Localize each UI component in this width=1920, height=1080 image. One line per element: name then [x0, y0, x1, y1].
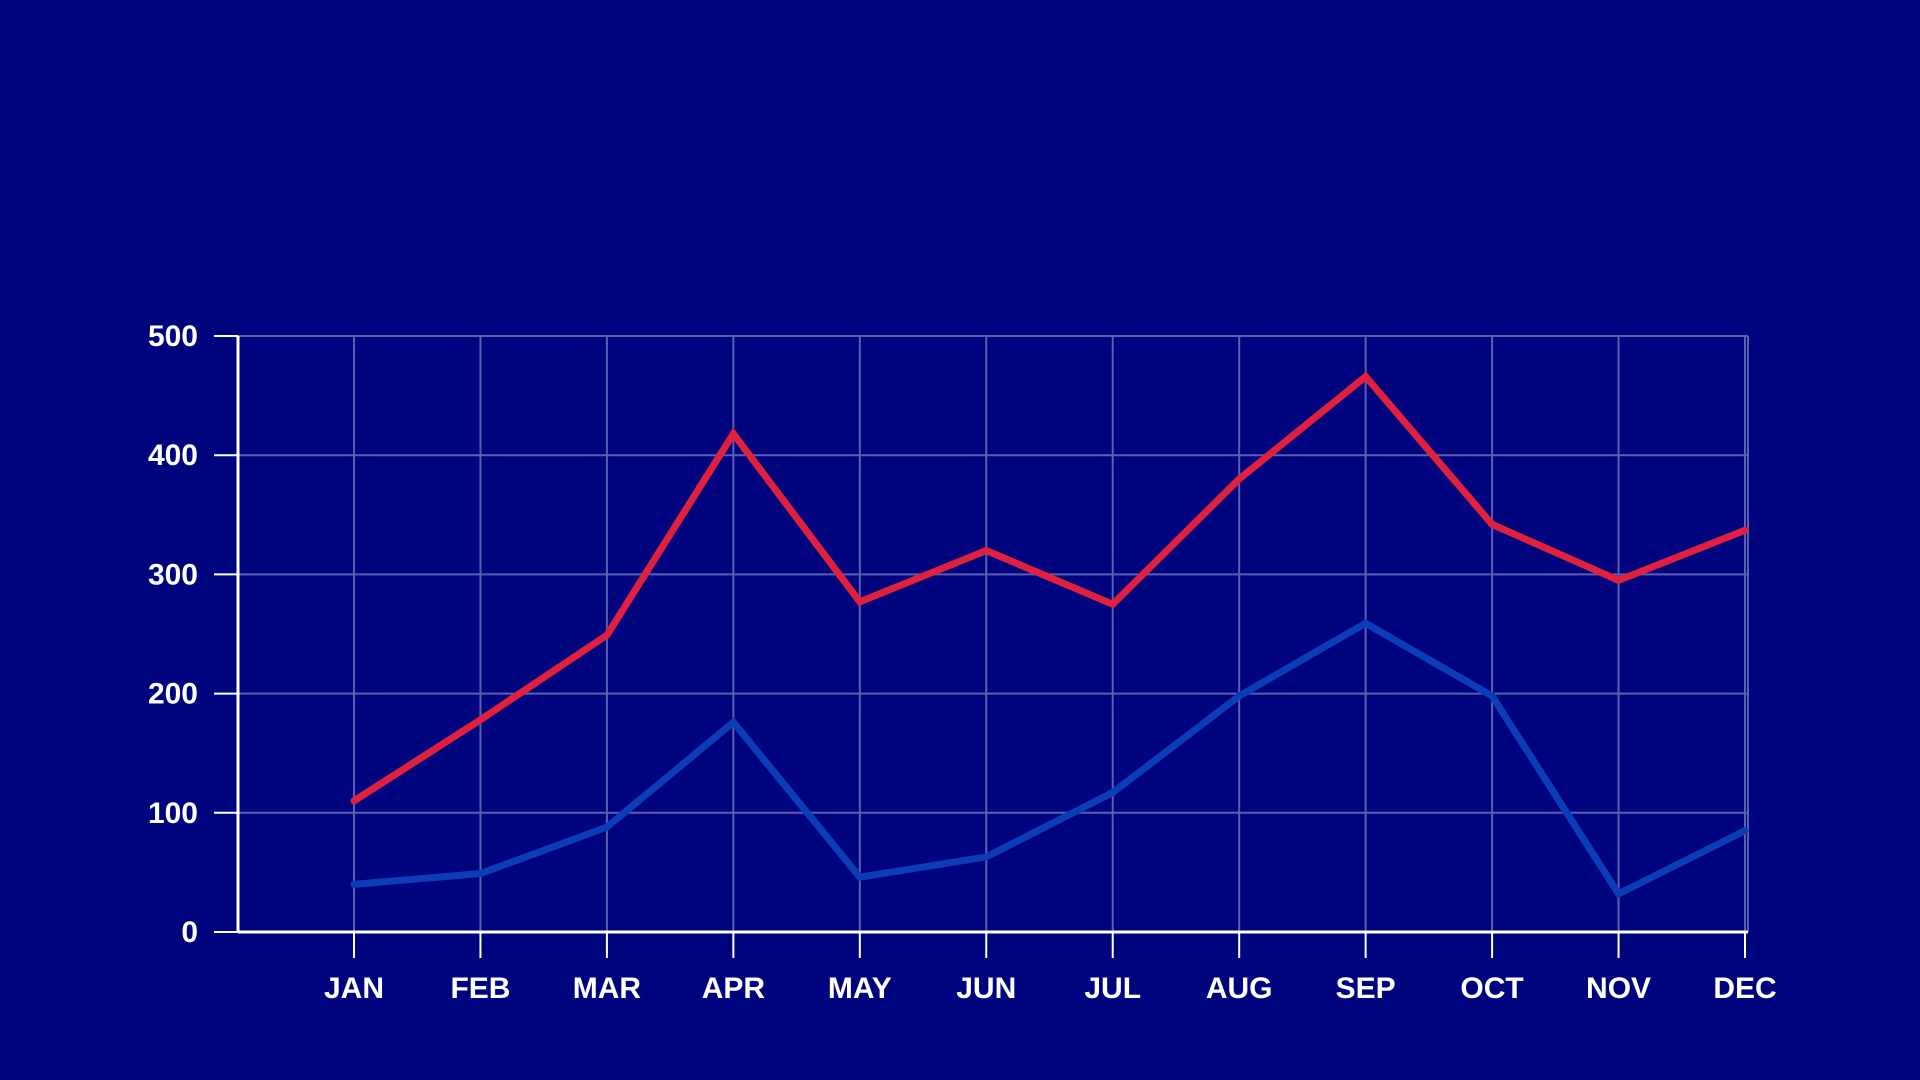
series-1-point — [476, 716, 484, 724]
grid-lines — [238, 335, 1749, 932]
series-1-point — [1741, 526, 1749, 534]
x-tick-label-jun: JUN — [956, 972, 1016, 1005]
x-tick-label-mar: MAR — [573, 972, 642, 1005]
y-tick-label: 0 — [181, 916, 198, 949]
x-tick-label-apr: APR — [702, 972, 766, 1005]
series-1-point — [603, 631, 611, 639]
y-tick-labels: 0 100 200 300 400 500 — [148, 320, 198, 949]
x-tick-label-oct: OCT — [1460, 972, 1523, 1005]
y-tick-label: 300 — [148, 558, 198, 591]
series-1-point — [1109, 600, 1117, 608]
y-tick-label: 200 — [148, 678, 198, 711]
series-1-point — [1362, 373, 1370, 381]
x-tick-label-nov: NOV — [1586, 972, 1651, 1005]
series-2-point — [1488, 692, 1496, 700]
series-line-1 — [350, 371, 1749, 805]
y-tick-label: 400 — [148, 439, 198, 472]
series-2-point — [856, 873, 864, 881]
series-2-point — [603, 823, 611, 831]
series-1-point — [982, 547, 990, 555]
series-1-point — [350, 797, 358, 805]
x-tick-label-may: MAY — [828, 972, 892, 1005]
series-2-point — [1362, 619, 1370, 627]
series-1-point — [856, 598, 864, 606]
x-tick-label-feb: FEB — [450, 972, 510, 1005]
x-tick-label-jan: JAN — [324, 972, 384, 1005]
series-1-point — [1615, 576, 1623, 584]
series-1-point — [729, 430, 737, 438]
x-tick-label-dec: DEC — [1713, 972, 1776, 1005]
series-2-point — [1235, 692, 1243, 700]
series-2-point — [1615, 890, 1623, 898]
series-2-point — [1741, 827, 1749, 835]
series-2-point — [350, 880, 358, 888]
y-tick-label: 100 — [148, 797, 198, 830]
series-1-point — [1488, 520, 1496, 528]
series-2-point — [1109, 789, 1117, 797]
series-2-point — [476, 870, 484, 878]
x-tick-label-sep: SEP — [1336, 972, 1396, 1005]
y-tick-label: 500 — [148, 320, 198, 353]
series-2-point — [729, 718, 737, 726]
series-2-point — [982, 853, 990, 861]
series-line-2 — [350, 619, 1749, 899]
x-tick-label-aug: AUG — [1206, 972, 1273, 1005]
x-tick-labels: JAN FEB MAR APR MAY JUN JUL AUG SEP OCT NOV DEC — [324, 972, 1777, 1005]
data-series — [350, 371, 1749, 899]
x-tick-label-jul: JUL — [1084, 972, 1141, 1005]
series-1-point — [1235, 475, 1243, 483]
axes — [214, 335, 1748, 958]
